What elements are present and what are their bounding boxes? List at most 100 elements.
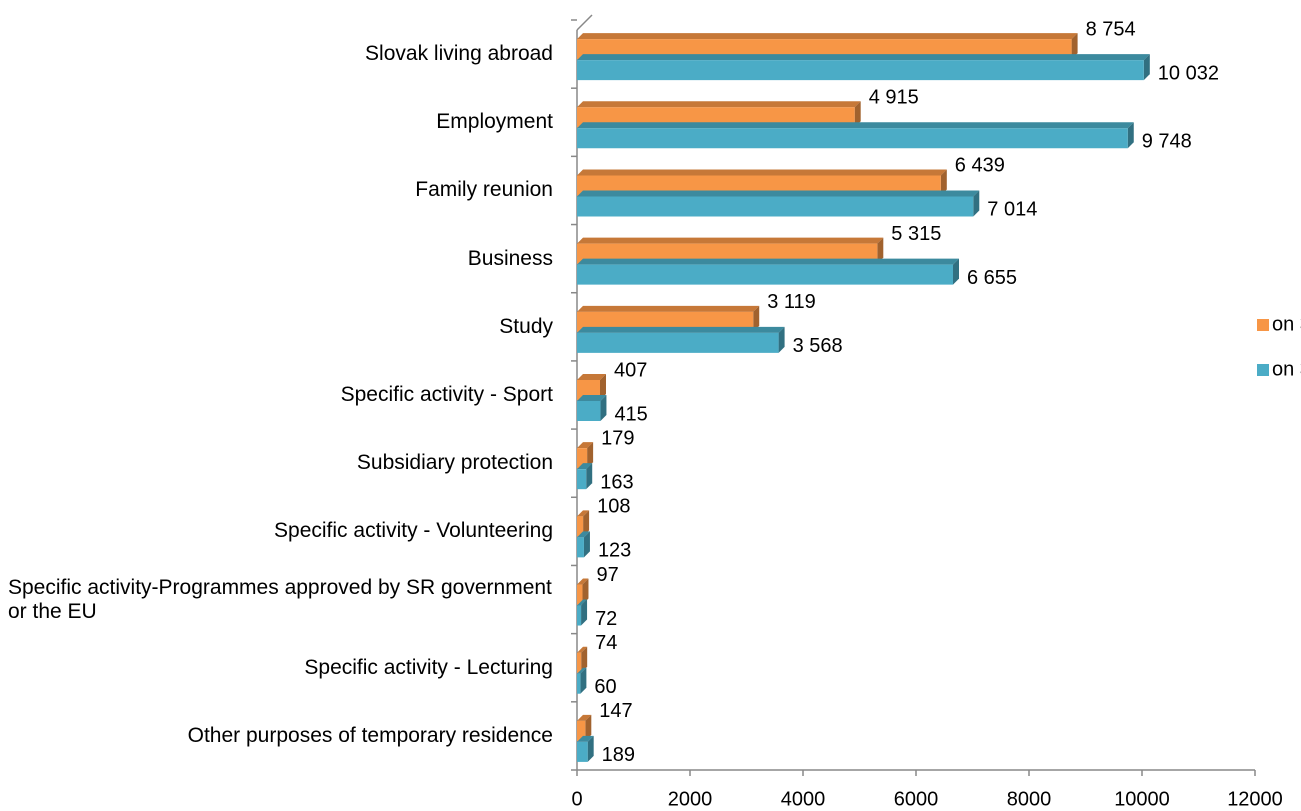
- bar: [577, 599, 588, 626]
- y-axis-depth: [576, 14, 593, 31]
- value-label: 108: [597, 496, 630, 518]
- bar-face: [577, 605, 582, 626]
- value-label: 6 655: [967, 267, 1017, 289]
- value-label: 9 748: [1142, 131, 1192, 153]
- bar-face: [577, 101, 861, 108]
- bar-face: [577, 463, 593, 470]
- bar-face: [583, 510, 590, 537]
- bar-face: [577, 258, 960, 265]
- category-label: Employment: [436, 110, 553, 134]
- bar-face: [854, 101, 861, 128]
- bar-face: [577, 169, 947, 176]
- category-label: Specific activity - Volunteering: [274, 519, 553, 543]
- value-label: 60: [594, 676, 616, 698]
- bar-face: [600, 395, 607, 421]
- bar: [577, 667, 587, 694]
- legend-swatch: [1257, 319, 1269, 331]
- value-label: 3 119: [767, 291, 816, 313]
- bar-face: [577, 196, 974, 217]
- bar-face: [940, 169, 947, 196]
- legend-label: on 30. 06. 2018: [1272, 358, 1301, 380]
- category-label: Family reunion: [415, 178, 553, 202]
- bar: [577, 122, 1134, 149]
- value-label: 3 568: [793, 335, 843, 357]
- value-label: 97: [596, 564, 618, 586]
- value-label: 10 032: [1158, 62, 1219, 84]
- category-label: Specific activity - Lecturing: [304, 655, 553, 679]
- bar-face: [877, 237, 884, 264]
- bar: [577, 531, 590, 558]
- bar-face: [953, 258, 960, 285]
- bar-face: [577, 673, 581, 694]
- value-label: 179: [601, 427, 634, 449]
- bar: [577, 463, 593, 490]
- bar-face: [587, 735, 594, 762]
- bar-face: [599, 374, 606, 400]
- bar-face: [778, 326, 785, 353]
- bar-face: [577, 33, 1078, 40]
- category-label: Slovak living abroad: [365, 42, 553, 66]
- bar-face: [577, 741, 588, 762]
- bar-face: [586, 463, 593, 490]
- bar-face: [973, 190, 980, 217]
- value-label: 72: [595, 608, 617, 630]
- x-tick-label: 10000: [1114, 788, 1170, 810]
- x-tick-label: 8000: [1007, 788, 1052, 810]
- bar-face: [577, 667, 587, 674]
- x-tick-label: 12000: [1227, 788, 1283, 810]
- bar-face: [577, 332, 779, 353]
- bar-face: [577, 469, 587, 490]
- bar-face: [577, 264, 954, 285]
- bar-face: [577, 510, 590, 517]
- value-label: 4 915: [869, 87, 919, 109]
- bar-face: [580, 667, 587, 694]
- bar-face: [577, 578, 589, 585]
- bar: [577, 646, 588, 673]
- bar: [577, 578, 589, 605]
- value-label: 7 014: [987, 199, 1037, 221]
- x-tick-label: 2000: [668, 788, 713, 810]
- bar-face: [577, 305, 760, 312]
- category-label: Other purposes of temporary residence: [187, 723, 553, 747]
- bar: [577, 258, 960, 285]
- bar-face: [1143, 54, 1150, 81]
- legend-swatch: [1257, 364, 1269, 376]
- value-label: 189: [602, 744, 635, 766]
- bar-face: [577, 374, 606, 380]
- bar-face: [585, 714, 592, 741]
- bar-face: [577, 122, 1134, 129]
- bar-face: [577, 652, 582, 673]
- bar-face: [577, 395, 607, 401]
- bar: [577, 326, 785, 353]
- bar-face: [1127, 122, 1134, 149]
- bar-face: [577, 537, 584, 558]
- bar-face: [577, 646, 588, 653]
- category-label: Business: [467, 246, 553, 270]
- bar-face: [577, 599, 588, 606]
- x-tick-label: 6000: [894, 788, 939, 810]
- bar-face: [577, 190, 980, 197]
- category-label: Specific activity - Sport: [340, 383, 553, 406]
- bar: [577, 442, 594, 469]
- value-label: 8 754: [1086, 18, 1136, 40]
- value-label: 163: [600, 471, 633, 493]
- x-tick-label: 0: [571, 788, 582, 810]
- bar-face: [577, 54, 1150, 61]
- bar: [577, 395, 607, 421]
- bar-face: [577, 442, 594, 449]
- bar-face: [581, 599, 588, 626]
- bar: [577, 510, 590, 537]
- category-label: Study: [499, 314, 553, 338]
- value-label: 123: [598, 540, 631, 562]
- x-tick-label: 4000: [781, 788, 826, 810]
- bar-face: [753, 305, 760, 332]
- bar-face: [577, 516, 584, 537]
- legend-label: on 30. 06. 2017: [1272, 313, 1301, 335]
- bar-face: [577, 326, 785, 333]
- value-label: 407: [614, 359, 647, 381]
- value-label: 5 315: [891, 223, 941, 245]
- bar-face: [577, 735, 594, 742]
- value-label: 415: [614, 403, 647, 425]
